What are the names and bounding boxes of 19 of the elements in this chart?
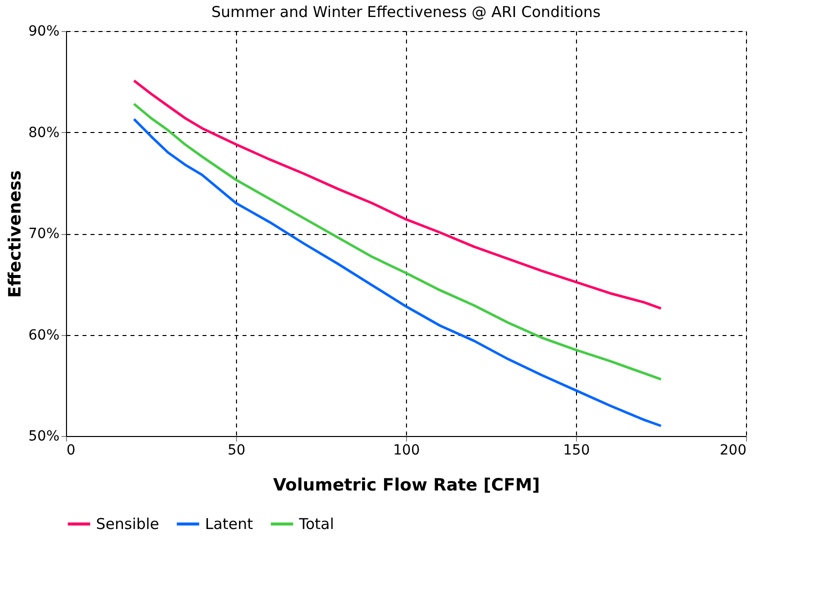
y-tick-label: 80% — [28, 124, 60, 141]
x-tick-label: 200 — [720, 442, 746, 458]
y-tick-label: 70% — [28, 226, 60, 242]
y-tick-label: 90% — [28, 24, 60, 40]
x-tick-label: 100 — [393, 442, 420, 458]
legend-label: Sensible — [96, 515, 160, 533]
chart-subtitle: Summer and Winter Effectiveness @ ARI Conditions — [211, 3, 601, 21]
x-axis-title: Volumetric Flow Rate [CFM] — [273, 476, 540, 496]
x-tick-label: 50 — [228, 442, 246, 458]
line-series — [132, 79, 662, 310]
legend-label: Latent — [205, 515, 254, 533]
y-axis-title: Effectiveness — [5, 170, 26, 298]
y-tick-label: 50% — [28, 428, 60, 444]
legend-label: Total — [298, 515, 334, 533]
y-tick-label: 60% — [28, 327, 60, 344]
line-series — [132, 102, 662, 381]
x-tick-label: 0 — [66, 442, 76, 458]
line-series — [132, 118, 662, 428]
x-tick-label: 150 — [563, 442, 590, 458]
